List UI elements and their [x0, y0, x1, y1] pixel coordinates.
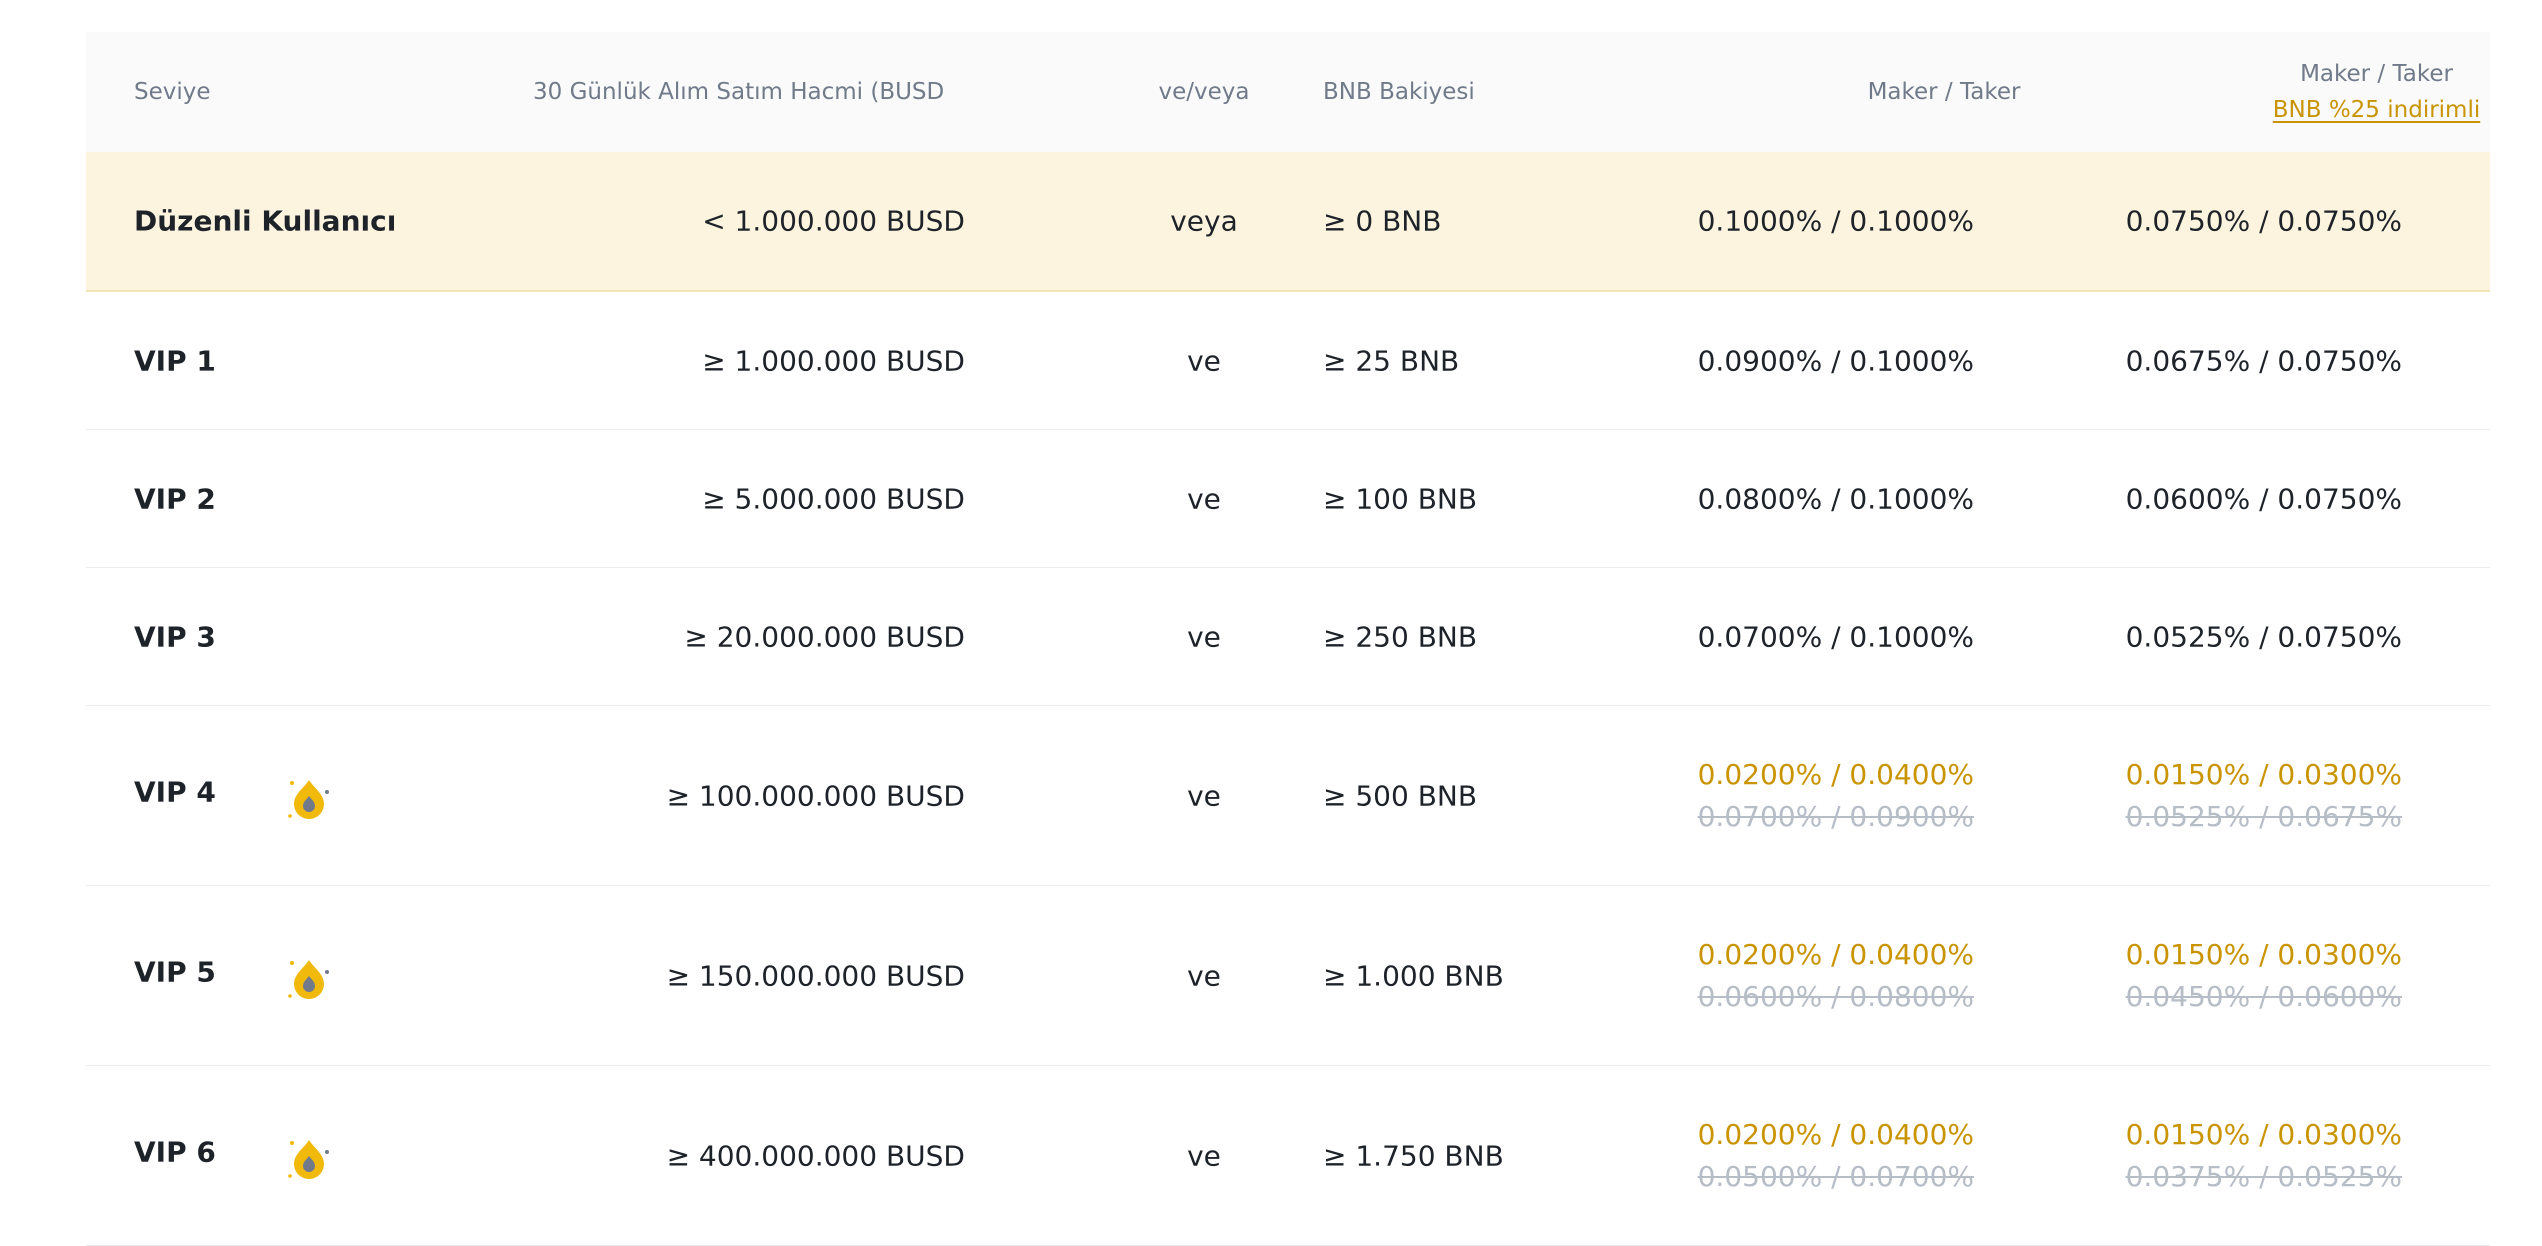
bnb-balance-value: ≥ 25 BNB [1323, 344, 1460, 377]
maker-taker-discount-fee: 0.0150% / 0.0300% 0.0375% / 0.0525% [2126, 1114, 2402, 1198]
original-fee: 0.0600% / 0.0800% [1697, 979, 1974, 1013]
bnb-discount-link[interactable]: BNB %25 indirimli [2272, 97, 2481, 123]
volume-value: ≥ 5.000.000 BUSD [702, 482, 965, 515]
header-maker-taker: Maker / Taker [1867, 79, 2021, 105]
original-discount-fee: 0.0525% / 0.0675% [2125, 799, 2402, 833]
volume-value: ≥ 150.000.000 BUSD [666, 959, 965, 992]
promo-discount-fee: 0.0150% / 0.0300% [2125, 937, 2402, 971]
header-level: Seviye [134, 79, 211, 105]
bnb-balance-value: ≥ 0 BNB [1323, 204, 1442, 238]
promo-drop-icon [288, 960, 329, 999]
promo-drop-icon [288, 780, 329, 819]
maker-taker-fee: 0.0200% / 0.0400% 0.0700% / 0.0900% [1698, 754, 1974, 838]
promo-fee: 0.0200% / 0.0400% [1697, 757, 1974, 791]
level-label: VIP 4 [134, 775, 216, 809]
header-maker-taker-discount-title: Maker / Taker [2300, 61, 2453, 87]
header-and-or: ve/veya [1158, 79, 1250, 105]
maker-taker-discount-fee: 0.0600% / 0.0750% [2125, 482, 2402, 515]
table-row-vip-6: VIP 6 ≥ 400.000.000 BUSD ve ≥ 1.750 BNB … [86, 1066, 2490, 1246]
header-volume: 30 Günlük Alım Satım Hacmi (BUSD [533, 79, 945, 105]
volume-value: ≥ 100.000.000 BUSD [666, 779, 965, 812]
level-label: VIP 1 [134, 344, 216, 377]
maker-taker-discount-fee: 0.0750% / 0.0750% [2125, 204, 2402, 238]
bnb-balance-value: ≥ 500 BNB [1323, 779, 1478, 812]
volume-value: ≥ 20.000.000 BUSD [684, 620, 965, 653]
table-row-vip-5: VIP 5 ≥ 150.000.000 BUSD ve ≥ 1.000 BNB … [86, 886, 2490, 1066]
maker-taker-discount-fee: 0.0675% / 0.0750% [2125, 344, 2402, 377]
table-header: Seviye 30 Günlük Alım Satım Hacmi (BUSD … [86, 32, 2490, 152]
table-row-vip-1: VIP 1 ≥ 1.000.000 BUSD ve ≥ 25 BNB 0.090… [86, 292, 2490, 430]
promo-discount-fee: 0.0150% / 0.0300% [2125, 757, 2402, 791]
header-bnb-balance: BNB Bakiyesi [1323, 79, 1475, 105]
and-or-value: ve [1187, 344, 1221, 377]
table-row-regular-user: Düzenli Kullanıcı < 1.000.000 BUSD veya … [86, 152, 2490, 292]
and-or-value: ve [1187, 620, 1221, 653]
maker-taker-fee: 0.0200% / 0.0400% 0.0500% / 0.0700% [1698, 1114, 1974, 1198]
maker-taker-fee: 0.0900% / 0.1000% [1697, 344, 1974, 377]
table-row-vip-2: VIP 2 ≥ 5.000.000 BUSD ve ≥ 100 BNB 0.08… [86, 430, 2490, 568]
level-label: Düzenli Kullanıcı [134, 204, 397, 238]
maker-taker-fee: 0.0700% / 0.1000% [1697, 620, 1974, 653]
maker-taker-fee: 0.0200% / 0.0400% 0.0600% / 0.0800% [1698, 934, 1974, 1018]
and-or-value: ve [1187, 1139, 1221, 1172]
and-or-value: ve [1187, 959, 1221, 992]
promo-drop-icon [288, 1140, 329, 1179]
volume-value: ≥ 400.000.000 BUSD [666, 1139, 965, 1172]
promo-fee: 0.0200% / 0.0400% [1697, 1117, 1974, 1151]
original-fee: 0.0500% / 0.0700% [1697, 1159, 1974, 1193]
original-discount-fee: 0.0375% / 0.0525% [2125, 1159, 2402, 1193]
table-row-vip-4: VIP 4 ≥ 100.000.000 BUSD ve ≥ 500 BNB 0.… [86, 706, 2490, 886]
header-maker-taker-discount: Maker / Taker BNB %25 indirimli [2136, 56, 2542, 128]
table-row-vip-3: VIP 3 ≥ 20.000.000 BUSD ve ≥ 250 BNB 0.0… [86, 568, 2490, 706]
vip-fee-table: Seviye 30 Günlük Alım Satım Hacmi (BUSD … [86, 32, 2490, 1246]
and-or-value: ve [1187, 779, 1221, 812]
original-fee: 0.0700% / 0.0900% [1697, 799, 1974, 833]
and-or-value: ve [1187, 482, 1221, 515]
bnb-balance-value: ≥ 1.750 BNB [1323, 1139, 1504, 1172]
bnb-balance-value: ≥ 100 BNB [1323, 482, 1478, 515]
promo-fee: 0.0200% / 0.0400% [1697, 937, 1974, 971]
bnb-balance-value: ≥ 250 BNB [1323, 620, 1478, 653]
maker-taker-discount-fee: 0.0525% / 0.0750% [2125, 620, 2402, 653]
maker-taker-discount-fee: 0.0150% / 0.0300% 0.0525% / 0.0675% [2126, 754, 2402, 838]
volume-value: ≥ 1.000.000 BUSD [702, 344, 965, 377]
level-label: VIP 2 [134, 482, 216, 515]
bnb-balance-value: ≥ 1.000 BNB [1323, 959, 1504, 992]
promo-discount-fee: 0.0150% / 0.0300% [2125, 1117, 2402, 1151]
maker-taker-fee: 0.1000% / 0.1000% [1697, 204, 1974, 238]
level-label: VIP 5 [134, 955, 216, 989]
level-label: VIP 6 [134, 1135, 216, 1169]
level-label: VIP 3 [134, 620, 216, 653]
maker-taker-discount-fee: 0.0150% / 0.0300% 0.0450% / 0.0600% [2126, 934, 2402, 1018]
original-discount-fee: 0.0450% / 0.0600% [2125, 979, 2402, 1013]
and-or-value: veya [1170, 204, 1238, 238]
maker-taker-fee: 0.0800% / 0.1000% [1697, 482, 1974, 515]
volume-value: < 1.000.000 BUSD [702, 204, 965, 238]
